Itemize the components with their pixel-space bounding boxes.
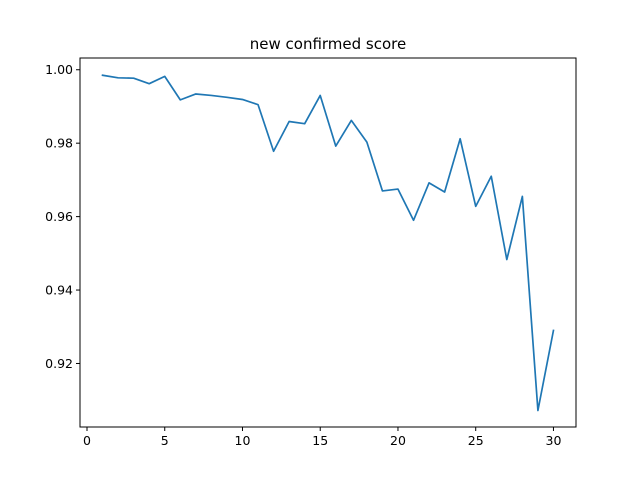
series-line: [101, 74, 555, 412]
x-tick-label: 25: [468, 433, 484, 448]
plot-area-frame: [79, 57, 577, 428]
x-tick-label: 0: [83, 433, 91, 448]
x-tick-label: 10: [235, 433, 251, 448]
y-tick-label: 0.94: [45, 283, 73, 298]
axis-ticks: 0 5 10 15 20 25 30 0.92 0.94 0.96 0.98 1.00: [45, 62, 561, 448]
y-tick-label: 0.92: [45, 356, 73, 371]
y-tick-label: 1.00: [45, 62, 73, 77]
x-tick-label: 20: [390, 433, 406, 448]
x-tick-label: 15: [312, 433, 328, 448]
x-tick-label: 5: [161, 433, 169, 448]
x-tick-label: 30: [546, 433, 562, 448]
y-tick-label: 0.98: [45, 136, 73, 151]
y-tick-label: 0.96: [45, 209, 73, 224]
series-layer: [101, 74, 555, 412]
chart-title: new confirmed score: [250, 35, 407, 53]
